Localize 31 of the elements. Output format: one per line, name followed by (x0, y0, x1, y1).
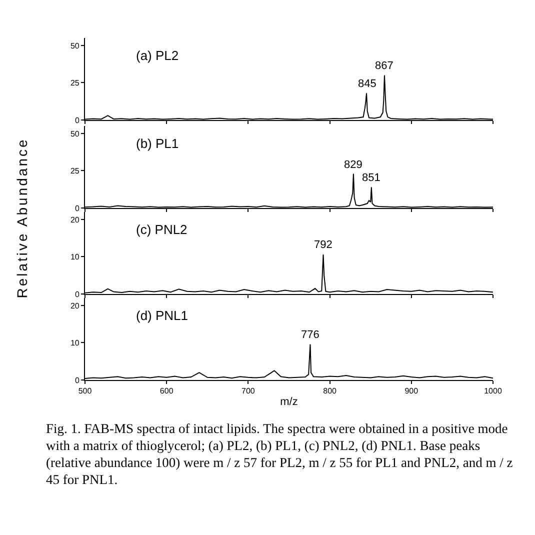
x-tick-label: 1000 (484, 386, 502, 396)
x-tick-label: 700 (242, 386, 256, 396)
y-tick-label: 10 (70, 338, 80, 348)
text: (c) PNL2 (136, 222, 188, 237)
y-axis-title: Relative Abundance (14, 138, 30, 298)
x-tick-label: 500 (78, 386, 92, 396)
x-tick-label: 600 (160, 386, 174, 396)
text: (b) PL1 (136, 136, 179, 151)
y-tick-label: 0 (74, 376, 80, 385)
annotation: 851 (362, 172, 380, 184)
caption: Fig. 1. FAB-MS spectra of intact lipids. The spectra were obtained in a positive mode with a matrix of thioglycerol; (a) PL2, (b) PL1, (c) PNL2, (d) PNL1. Base peaks (relative abundance 100) were m / z 57 for PL2, m / z 55 for PL1 and PNL2, and m / z 45 for PNL1. (46, 420, 514, 488)
text: (d) PNL1 (136, 308, 188, 323)
annotation: 845 (358, 78, 376, 90)
text: (a) PL2 (136, 48, 179, 63)
y-tick-label: 0 (74, 116, 80, 125)
annotation: 776 (301, 329, 320, 341)
y-tick-label: 25 (70, 78, 80, 88)
x-axis-title: m/z (280, 396, 298, 408)
y-tick-label: 0 (74, 204, 80, 213)
annotation: 792 (314, 239, 332, 251)
x-tick-label: 900 (404, 386, 419, 396)
y-tick-label: 50 (70, 129, 80, 138)
y-tick-label: 10 (70, 252, 80, 262)
annotation: 867 (375, 60, 394, 72)
annotation: 829 (344, 159, 362, 171)
y-tick-label: 20 (70, 215, 80, 224)
y-tick-label: 25 (70, 166, 80, 176)
y-tick-label: 20 (70, 301, 80, 310)
y-tick-label: 50 (70, 41, 80, 50)
y-tick-label: 0 (74, 290, 80, 299)
x-tick-label: 800 (323, 386, 338, 396)
